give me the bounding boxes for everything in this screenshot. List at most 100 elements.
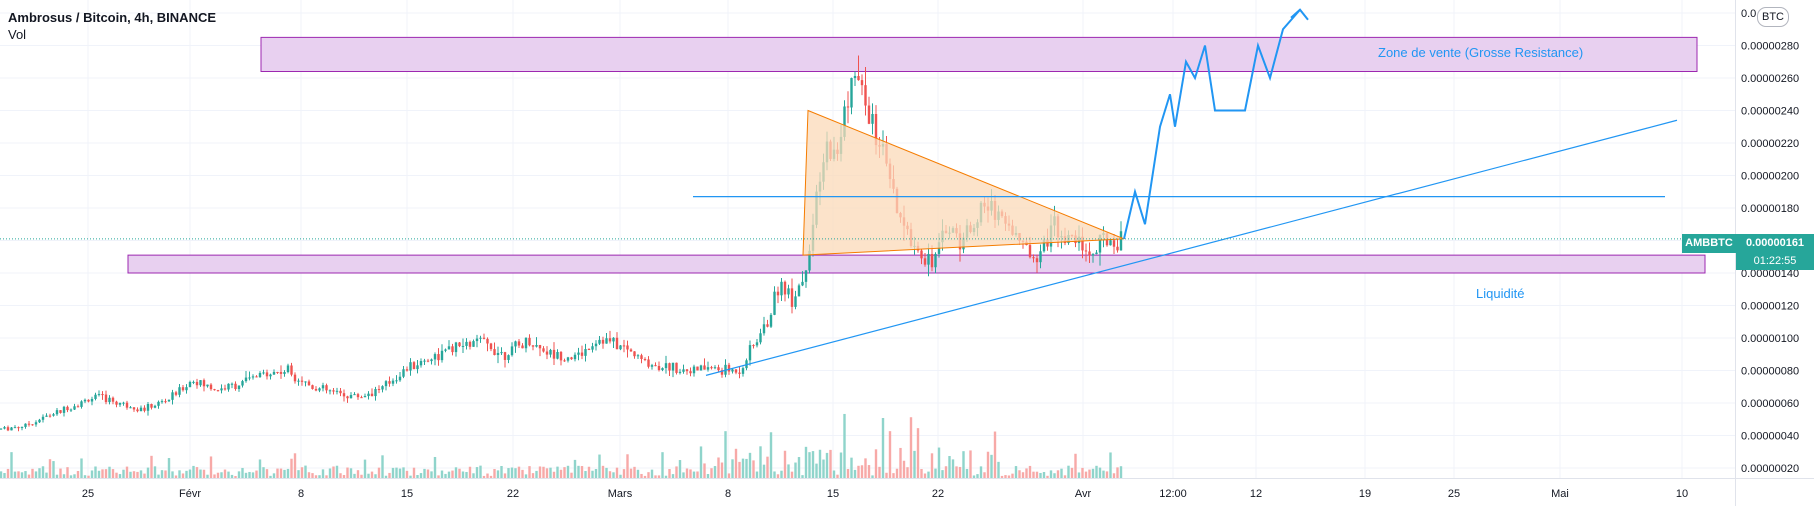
candle [391, 380, 395, 384]
volume-bar [202, 469, 206, 478]
volume-bar [370, 471, 374, 478]
candle [69, 409, 73, 411]
candle [598, 339, 601, 344]
volume-bar [570, 472, 573, 478]
candle [850, 78, 853, 108]
volume-bar [10, 452, 13, 478]
volume-bar [279, 468, 283, 478]
candle [388, 381, 391, 384]
volume-bar [34, 471, 38, 478]
candle [3, 427, 6, 429]
volume-bar [650, 469, 654, 478]
candle [619, 345, 622, 350]
volume-bar [430, 471, 433, 478]
candle [430, 359, 433, 362]
candle [514, 341, 517, 347]
candle [433, 354, 437, 360]
candle [164, 401, 167, 403]
volume-bar [909, 417, 913, 478]
volume-bar [703, 463, 706, 478]
volume-bar [52, 461, 55, 478]
candle [720, 370, 724, 375]
candle [409, 362, 412, 371]
volume-bar [647, 472, 650, 478]
candle [699, 365, 703, 371]
candle [503, 352, 507, 360]
candle [703, 365, 706, 370]
candle [108, 397, 111, 403]
candle [283, 372, 286, 374]
candle [241, 381, 244, 386]
volume-bar [339, 473, 342, 478]
volume-bar [195, 467, 199, 478]
volume-bar [461, 471, 465, 478]
volume-bar [944, 466, 948, 478]
volume-bar [1091, 468, 1095, 478]
candle [570, 357, 573, 360]
volume-bar [780, 470, 783, 478]
volume-bar [223, 469, 227, 478]
candle [262, 372, 265, 374]
volume-bar [111, 469, 115, 478]
candle [535, 345, 538, 347]
volume-bar [1112, 473, 1116, 478]
candle [451, 346, 454, 353]
candle [1119, 231, 1123, 251]
volume-bar [125, 466, 129, 478]
volume-bar [69, 475, 73, 478]
candle [692, 366, 696, 374]
candle [587, 349, 591, 351]
candle [356, 394, 360, 398]
volume-bar [192, 465, 195, 478]
candle [717, 367, 720, 371]
candle [748, 345, 752, 361]
candle [307, 381, 311, 386]
candle [220, 388, 223, 391]
volume-bar [528, 466, 531, 478]
volume-bar [482, 475, 486, 478]
candle [248, 377, 251, 379]
volume-bar [269, 475, 272, 478]
volume-bar [612, 472, 615, 478]
candle [353, 394, 356, 396]
candle [209, 384, 213, 390]
candle [311, 385, 314, 389]
volume-bar [213, 474, 216, 478]
volume-bar [440, 470, 444, 478]
volume-bar [822, 459, 825, 478]
candle [780, 281, 783, 296]
candle [234, 383, 237, 390]
x-tick-label: Févr [179, 488, 201, 500]
candle [94, 394, 97, 399]
volume-bar [90, 470, 94, 478]
candle [731, 369, 734, 372]
candle [45, 415, 48, 417]
candle [647, 359, 650, 367]
volume-bar [850, 457, 853, 478]
volume-bar [360, 474, 363, 478]
candle [153, 405, 157, 408]
volume-bar [17, 471, 20, 478]
candle [279, 371, 283, 374]
volume-bar [206, 474, 209, 478]
candle [454, 342, 458, 353]
trend-line [705, 119, 1678, 376]
volume-bar [76, 470, 80, 478]
candle [80, 401, 83, 407]
candle [790, 288, 794, 307]
volume-bar [1070, 467, 1074, 478]
volume-bar [6, 468, 10, 478]
candle [258, 372, 262, 378]
candle [710, 367, 713, 369]
scale-badge[interactable]: BTC [1757, 7, 1789, 27]
volume-bar [615, 467, 619, 478]
volume-bar [846, 468, 850, 478]
candle [440, 350, 444, 361]
volume-bar [608, 471, 612, 478]
y-tick-label: 0.00000060 [1741, 398, 1799, 410]
candle [552, 349, 556, 359]
candle [615, 337, 619, 350]
volume-bar [388, 472, 391, 478]
volume-bar [510, 467, 514, 478]
